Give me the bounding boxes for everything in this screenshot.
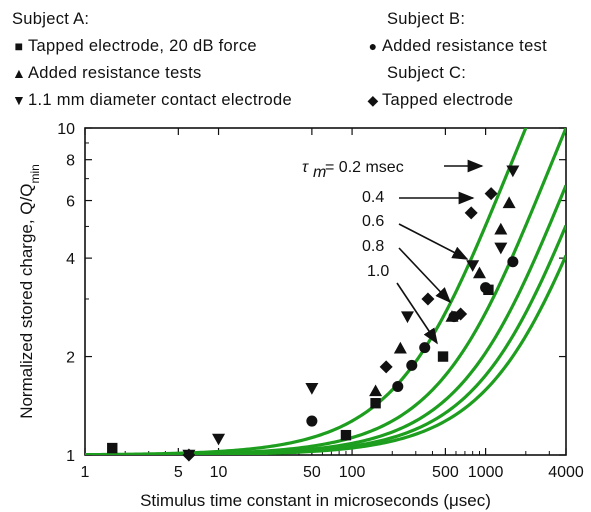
diamond-marker — [464, 206, 478, 220]
legend-subject-b: Subject B: — [387, 10, 466, 28]
curve-label-prefix: τ — [302, 159, 309, 176]
y-tick-label: 6 — [66, 194, 75, 211]
y-tick-label: 2 — [66, 350, 75, 367]
legend-item-triangle-up: ▲ Added resistance tests — [12, 64, 202, 83]
x-tick-label: 1 — [81, 464, 90, 481]
legend-label: Tapped electrode, 20 dB force — [28, 37, 257, 55]
triangle-up-marker — [472, 266, 486, 279]
x-tick-label: 500 — [432, 464, 459, 481]
y-axis-title: Normalized stored charge, Q/Qmin — [17, 164, 42, 419]
square-marker — [107, 442, 118, 454]
x-tick-label: 50 — [303, 464, 321, 481]
x-tick-label: 1000 — [468, 464, 504, 481]
curve-label-prefix-sub: m — [313, 164, 326, 181]
legend-item-triangle-down: ▼ 1.1 mm diameter contact electrode — [12, 91, 292, 110]
triangle-up-marker — [494, 222, 508, 235]
circle-marker — [480, 282, 492, 294]
triangle-down-marker — [506, 165, 520, 178]
circle-marker — [419, 342, 431, 354]
data-points — [107, 165, 520, 462]
triangle-up-marker — [393, 341, 407, 354]
curves — [85, 128, 566, 455]
square-marker — [370, 398, 381, 409]
diamond-marker — [454, 307, 468, 321]
plot-frame — [84, 127, 567, 456]
x-tick-label: 10 — [210, 464, 228, 481]
x-tick-label: 5 — [174, 464, 183, 481]
circle-marker — [392, 380, 404, 393]
legend-item-square: ■ Tapped electrode, 20 dB force — [12, 37, 257, 56]
diamond-marker — [379, 360, 393, 374]
triangle-down-marker — [305, 383, 319, 395]
triangle-down-marker — [212, 433, 226, 446]
triangle-down-icon: ▼ — [12, 92, 27, 108]
triangle-up-icon: ▲ — [12, 65, 27, 81]
diamond-marker — [484, 187, 498, 201]
curve-label-arrow — [398, 223, 469, 260]
legend-item-circle: ● Added resistance test — [366, 37, 547, 56]
x-tick-label: 4000 — [548, 464, 584, 481]
axes: 1 5 10 50 100 500 1000 4000 1 2 4 6 8 10 — [57, 121, 584, 481]
legend-item-diamond: ◆ Tapped electrode — [366, 91, 513, 110]
triangle-down-marker — [494, 242, 508, 255]
legend-label: Added resistance test — [382, 37, 547, 55]
y-tick-label: 8 — [66, 153, 75, 170]
triangle-down-marker — [400, 311, 414, 324]
y-tick-label: 4 — [66, 251, 75, 268]
curve-label-4: 1.0 — [367, 263, 389, 280]
diamond-marker — [182, 448, 196, 462]
y-tick-label: 10 — [57, 121, 75, 138]
curve-label-arrow — [398, 247, 452, 304]
square-icon: ■ — [14, 38, 24, 54]
curve-label-2: 0.6 — [362, 213, 384, 230]
curve-labels: τ m= 0.2 msec 0.4 0.6 0.8 1.0 — [302, 159, 484, 345]
curve-label-arrow — [396, 282, 438, 345]
y-tick-label: 1 — [66, 448, 75, 465]
circle-icon: ● — [368, 38, 378, 54]
diamond-marker — [421, 292, 435, 306]
y-axis-title-main: Normalized stored charge, Q/Q — [17, 184, 36, 419]
legend-label: Tapped electrode — [382, 91, 514, 109]
triangle-down-marker — [466, 260, 480, 272]
x-axis-title: Stimulus time constant in microseconds (… — [140, 491, 491, 510]
curve-label-0: = 0.2 msec — [325, 159, 404, 176]
circle-marker — [306, 415, 318, 427]
triangle-up-marker — [502, 196, 516, 209]
legend-label: 1.1 mm diameter contact electrode — [28, 91, 292, 109]
circle-marker — [406, 359, 418, 371]
curve-tau-600 — [85, 184, 566, 455]
axis-titles: Stimulus time constant in microseconds (… — [17, 164, 491, 510]
legend-label: Added resistance tests — [28, 64, 202, 82]
curve-label-3: 0.8 — [362, 238, 384, 255]
x-tick-label: 100 — [339, 464, 366, 481]
square-marker — [437, 351, 449, 362]
triangle-up-marker — [369, 384, 383, 397]
circle-marker — [507, 256, 519, 268]
diamond-icon: ◆ — [367, 92, 379, 108]
y-axis-title-sub: min — [28, 164, 42, 183]
curve-label-1: 0.4 — [362, 189, 384, 206]
legend-subject-a: Subject A: — [12, 10, 90, 28]
square-marker — [340, 429, 352, 441]
legend-subject-c: Subject C: — [387, 64, 467, 82]
curve-tau-1000 — [85, 254, 566, 455]
